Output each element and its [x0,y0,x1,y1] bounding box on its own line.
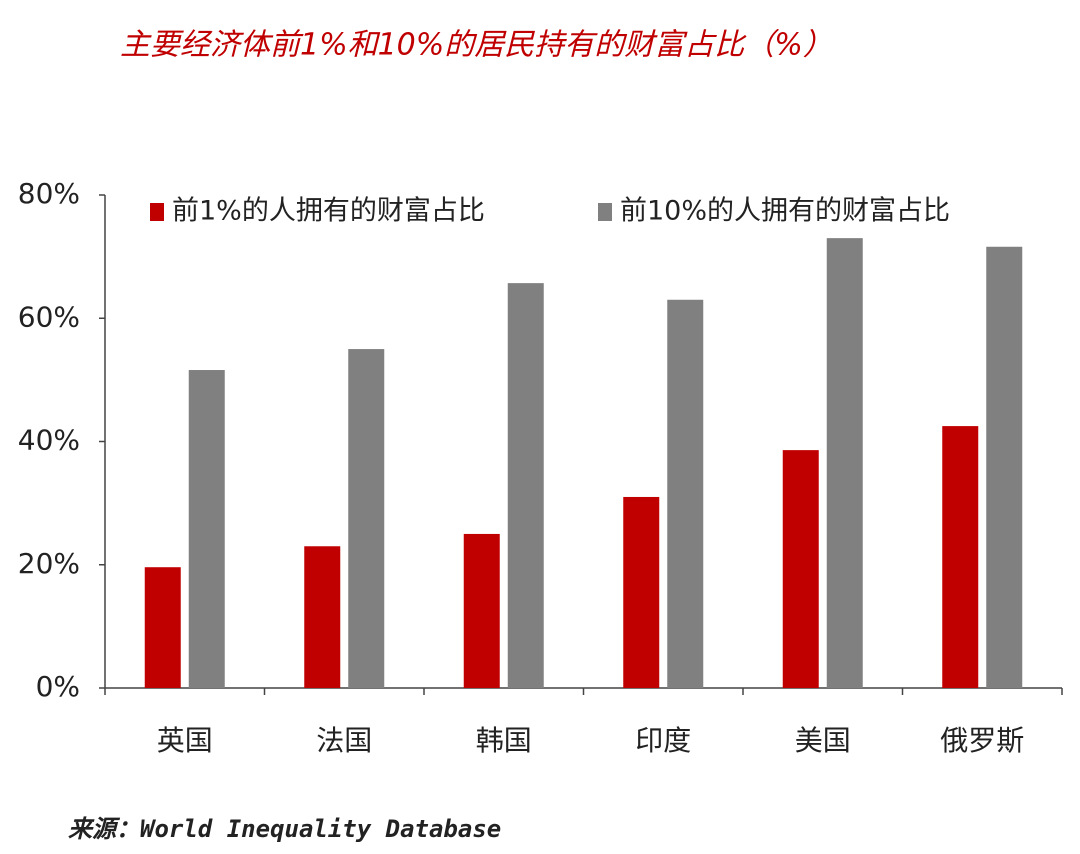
bar [507,283,544,688]
bar [463,533,500,688]
bar [304,546,341,688]
y-tick-label: 20% [18,547,80,580]
bar [667,299,704,688]
y-tick-label: 40% [18,424,80,457]
x-tick-label: 英国 [157,724,213,757]
bar [188,370,225,688]
x-tick-label: 法国 [316,724,372,757]
bar [986,246,1023,688]
bar [826,238,863,688]
y-tick-label: 80% [18,177,80,210]
legend-label: 前10%的人拥有的财富占比 [620,196,950,227]
bar [623,496,660,688]
legend-swatch [598,203,612,221]
bar [942,426,979,688]
y-tick-label: 0% [36,670,80,703]
legend-swatch [150,203,164,221]
source-note: 来源：World Inequality Database [68,815,501,843]
x-tick-label: 韩国 [476,724,532,757]
x-tick-label: 美国 [795,724,851,757]
bar [348,349,385,688]
legend-label: 前1%的人拥有的财富占比 [172,196,485,227]
x-tick-label: 印度 [635,724,691,757]
y-tick-label: 60% [18,300,80,333]
bar [782,450,819,688]
x-tick-label: 俄罗斯 [940,724,1024,757]
bar [144,567,181,688]
chart-title: 主要经济体前1%和10%的居民持有的财富占比（%） [120,28,833,63]
